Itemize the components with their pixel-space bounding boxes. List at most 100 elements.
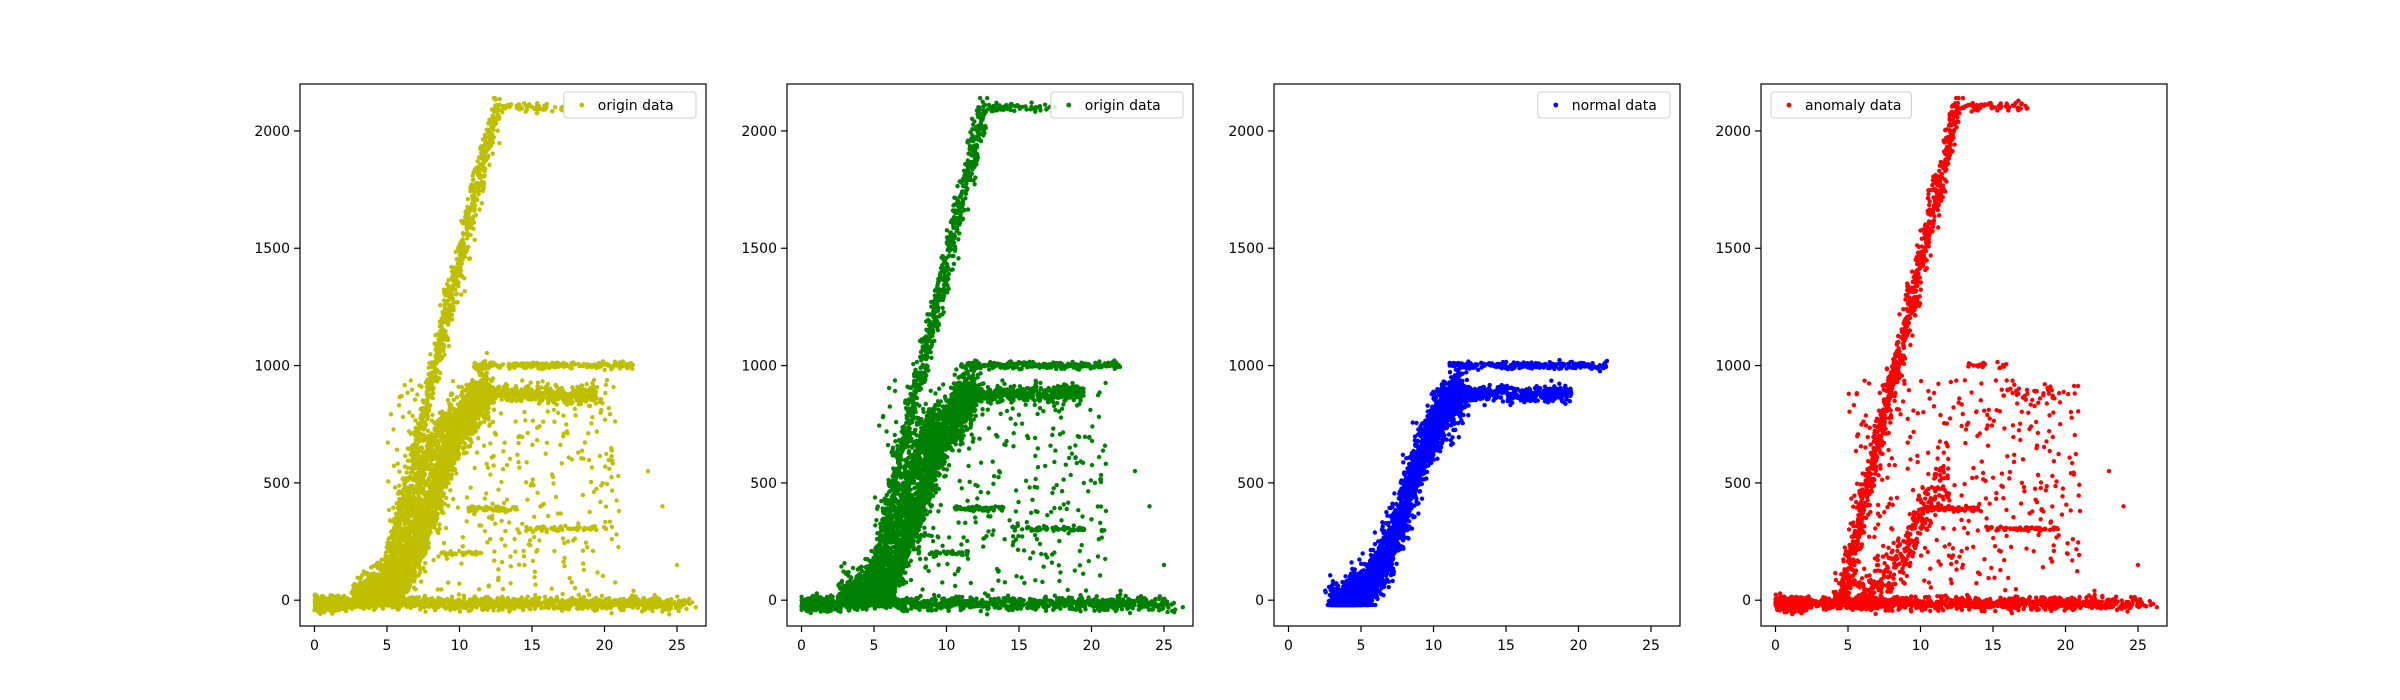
data-point [368,597,373,602]
data-point [438,501,444,507]
data-point [503,600,508,606]
data-point [511,598,517,603]
data-point [576,592,581,597]
data-point [667,600,672,605]
data-point [560,591,565,597]
data-point [526,599,531,604]
data-point [657,600,663,605]
data-point [429,418,435,423]
data-point [484,404,490,410]
data-point [349,606,355,611]
data-point [462,413,467,418]
data-point [666,607,672,612]
data-point [464,600,470,605]
data-point [621,602,626,607]
data-point [405,528,410,533]
data-point [359,592,364,597]
data-point [407,582,413,587]
data-point [417,536,422,541]
data-point [439,461,444,466]
data-point [442,479,447,484]
data-point [364,570,370,576]
data-point [676,598,682,604]
data-point [414,597,419,602]
data-point [433,466,438,471]
data-point [667,612,672,617]
data-point [675,594,680,599]
data-point [672,601,677,606]
data-point [415,484,420,489]
data-point [425,596,430,602]
data-point [539,606,544,611]
data-point [354,592,359,598]
data-point [641,595,647,601]
data-point [408,557,414,562]
data-point [449,600,455,605]
data-point [652,592,657,598]
data-point [386,602,391,607]
data-point [397,596,402,602]
data-point [604,596,609,602]
data-point [437,506,442,511]
data-point [551,606,557,611]
data-point [423,560,428,566]
data-point [537,595,542,600]
data-point [485,607,490,612]
data-point [456,592,462,597]
data-point [437,522,442,527]
data-point [543,605,549,610]
data-point [399,602,405,608]
data-point [443,606,449,611]
data-point [403,539,408,544]
data-point [495,601,500,607]
data-point [459,393,465,398]
data-point [430,481,435,486]
data-point [550,598,555,604]
data-point [533,593,538,598]
data-point [428,530,433,535]
data-point [511,603,517,608]
data-point [422,493,428,498]
data-point [496,608,501,613]
data-point [556,605,561,610]
data-point [525,594,530,599]
data-point [413,535,418,540]
data-point [442,465,447,471]
data-point [468,428,474,433]
data-point [685,600,690,605]
data-point [406,508,411,513]
data-point [358,576,363,581]
data-point [337,600,343,605]
data-point [412,528,417,534]
data-point [424,500,429,506]
data-point [368,574,374,579]
data-point [438,476,443,481]
data-point [582,604,587,610]
data-point [422,505,428,511]
data-point [457,609,463,614]
data-point [448,488,453,493]
data-point [434,599,439,604]
data-point [438,480,443,485]
data-point [690,600,695,605]
data-point [415,488,420,494]
data-point [402,563,408,568]
data-point [429,489,434,495]
data-point [415,551,420,557]
data-point [453,602,459,607]
data-point [414,558,419,563]
data-point [437,410,443,415]
data-point [402,588,407,594]
data-point [419,579,424,584]
data-point [420,469,426,474]
data-point [476,436,481,441]
data-point [441,510,446,515]
data-point [490,376,496,381]
data-point [402,597,407,602]
data-point [632,594,637,600]
data-point [500,594,505,599]
data-point [324,598,329,604]
data-point [611,598,617,603]
data-point [501,362,506,367]
